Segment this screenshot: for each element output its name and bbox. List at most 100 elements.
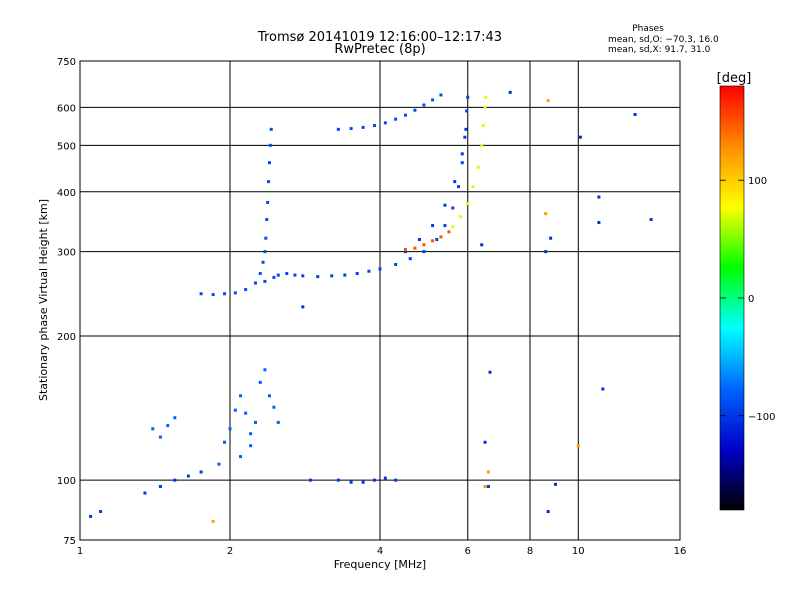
data-point — [258, 380, 262, 384]
data-point — [408, 257, 412, 261]
x-tick-label: 8 — [527, 546, 533, 557]
data-point — [267, 394, 271, 398]
y-tick-label: 200 — [57, 332, 76, 343]
data-point — [480, 143, 484, 147]
data-point — [276, 273, 280, 277]
data-point — [186, 474, 190, 478]
data-point — [269, 127, 273, 131]
y-tick-label: 300 — [57, 248, 76, 259]
data-point — [378, 267, 382, 271]
data-point — [481, 124, 485, 128]
data-point — [431, 98, 435, 102]
y-tick-label: 100 — [57, 476, 76, 487]
data-point — [239, 455, 243, 459]
data-point — [546, 510, 550, 514]
data-point — [549, 236, 553, 240]
data-point — [166, 424, 170, 428]
data-point — [173, 478, 177, 482]
data-point — [173, 416, 177, 420]
x-tick-label: 1 — [77, 546, 83, 557]
data-point — [553, 482, 557, 486]
data-point — [261, 260, 265, 264]
data-point — [143, 491, 147, 495]
data-point — [443, 224, 447, 228]
data-point — [508, 90, 512, 94]
data-point — [258, 272, 262, 276]
data-point — [249, 444, 253, 448]
data-point — [578, 135, 582, 139]
data-point — [394, 478, 398, 482]
data-point — [263, 279, 267, 283]
x-tick-label: 10 — [572, 546, 585, 557]
data-point — [151, 427, 155, 431]
data-point — [316, 275, 320, 279]
data-point — [211, 293, 215, 297]
data-point — [268, 143, 272, 147]
data-point — [476, 165, 480, 169]
x-tick-label: 4 — [377, 546, 383, 557]
x-tick-label: 6 — [465, 546, 471, 557]
data-point — [460, 152, 464, 156]
data-point — [199, 292, 203, 296]
data-point — [422, 243, 426, 247]
data-point — [308, 478, 312, 482]
data-point — [264, 236, 268, 240]
data-point — [272, 275, 276, 279]
data-point — [458, 215, 462, 219]
data-point — [361, 480, 365, 484]
data-point — [422, 103, 426, 107]
chart-subtitle: RwPretec (8p) — [334, 42, 425, 57]
data-point — [417, 237, 421, 241]
data-point — [463, 135, 467, 139]
data-point — [443, 203, 447, 207]
data-point — [89, 514, 93, 518]
data-point — [330, 274, 334, 278]
y-tick-label: 75 — [63, 536, 76, 547]
data-point — [301, 305, 305, 309]
data-point — [263, 368, 267, 372]
data-point — [158, 484, 162, 488]
data-point — [276, 420, 280, 424]
data-point — [244, 411, 248, 415]
data-point — [453, 180, 457, 184]
data-point — [383, 121, 387, 125]
data-point — [601, 387, 605, 391]
data-point — [544, 212, 548, 216]
colorbar-label: [deg] — [717, 71, 752, 86]
data-point — [486, 484, 490, 488]
data-point — [447, 230, 451, 234]
data-point — [211, 519, 215, 523]
colorbar-tick-label: 0 — [748, 294, 754, 305]
data-point — [439, 93, 443, 97]
data-point — [263, 250, 267, 254]
data-point — [253, 281, 257, 285]
data-point — [349, 127, 353, 131]
data-point — [265, 218, 269, 222]
data-point — [465, 109, 469, 113]
x-tick-label: 16 — [674, 546, 687, 557]
data-point — [544, 250, 548, 254]
y-tick-label: 600 — [57, 103, 76, 114]
data-point — [233, 291, 237, 295]
data-point — [223, 292, 227, 296]
data-point — [451, 225, 455, 229]
data-point — [244, 288, 248, 292]
data-point — [394, 117, 398, 121]
y-tick-label: 750 — [57, 57, 76, 68]
colorbar-tick-label: 100 — [748, 176, 767, 187]
stats-x-line: mean, sd,X: 91.7, 31.0 — [608, 45, 711, 55]
colorbar-tick-label: −100 — [748, 412, 775, 423]
data-point — [431, 239, 435, 243]
data-point — [367, 269, 371, 273]
data-point — [233, 408, 237, 412]
data-point — [422, 250, 426, 254]
data-point — [483, 105, 487, 109]
data-point — [576, 444, 580, 448]
y-tick-labels: 75 100 200 300 400 500 600 750 — [57, 57, 76, 547]
stats-heading: Phases — [632, 24, 664, 34]
data-point — [336, 127, 340, 131]
data-point — [158, 435, 162, 439]
data-point — [394, 262, 398, 266]
data-point — [383, 476, 387, 480]
data-point — [484, 95, 488, 99]
